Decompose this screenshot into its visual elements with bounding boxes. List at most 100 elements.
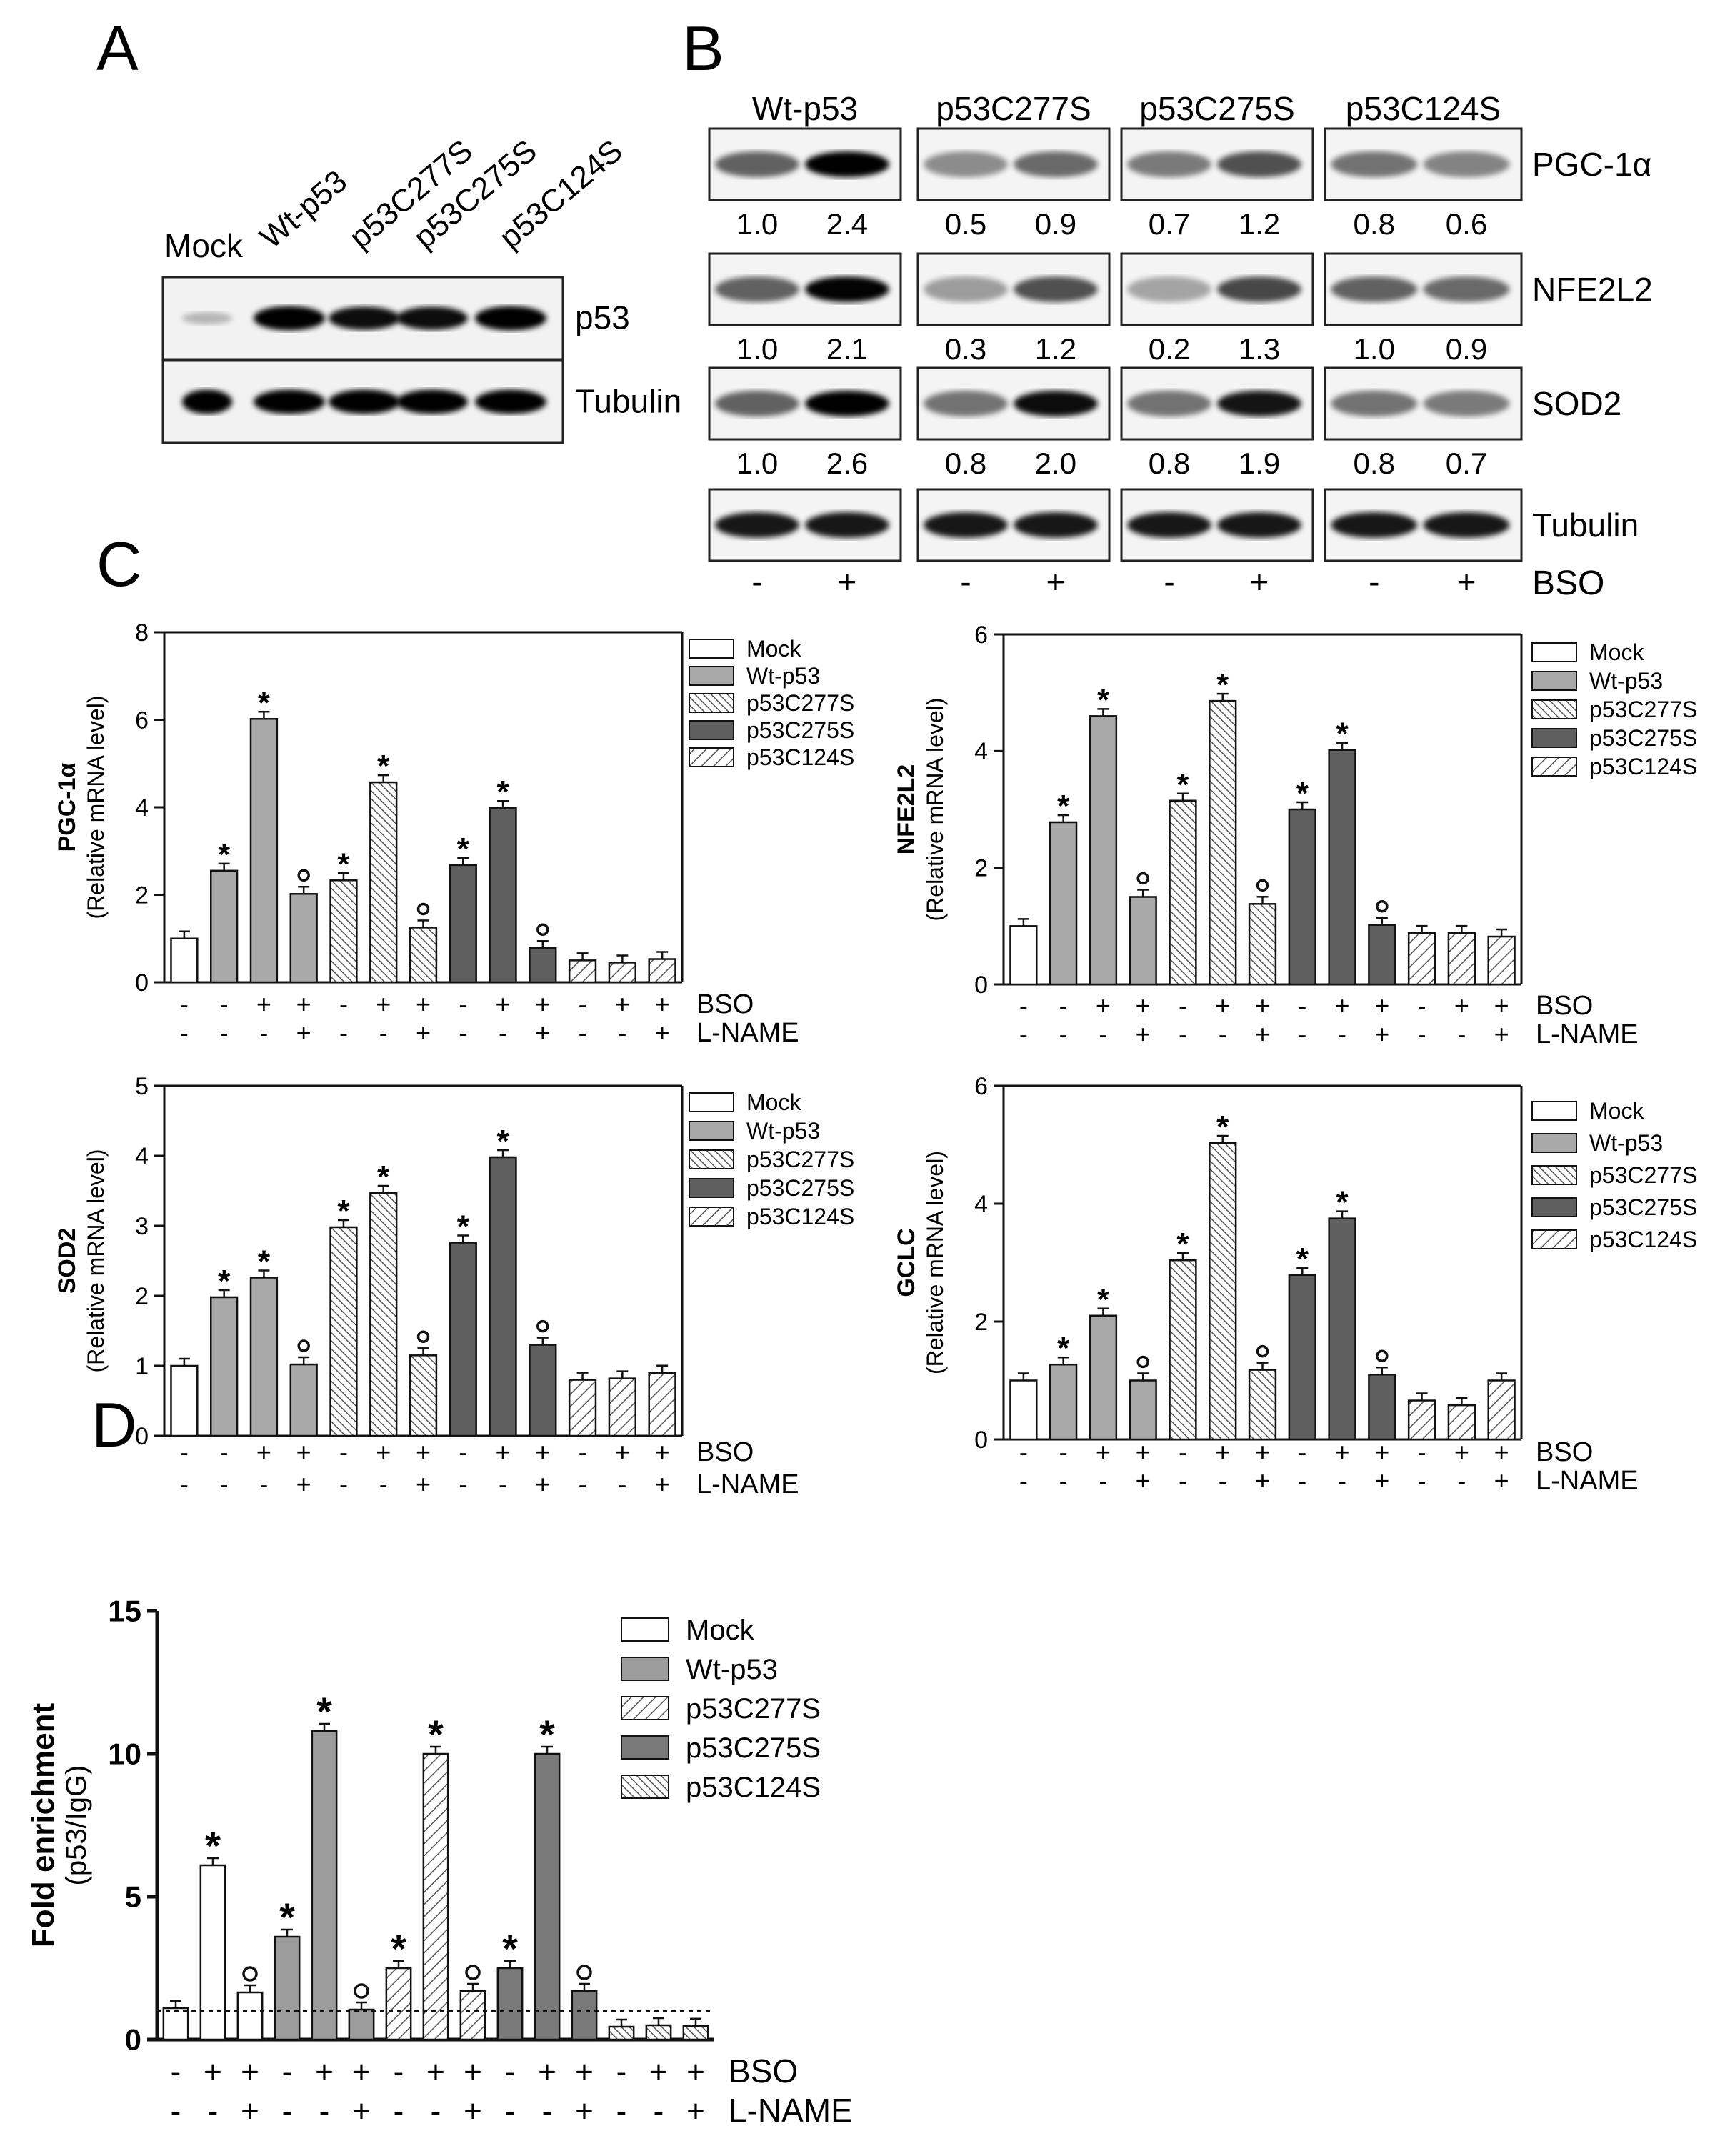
bso-sign: + <box>1046 563 1066 600</box>
lname-sign: - <box>1298 1466 1306 1495</box>
lname-sign: + <box>1136 1466 1151 1495</box>
lname-sign: - <box>1019 1019 1028 1049</box>
band-density-value: 0.6 <box>1446 207 1487 241</box>
lname-label: L-NAME <box>729 2092 853 2129</box>
panel-letter-a: A <box>96 13 139 84</box>
bso-sign: + <box>1335 991 1350 1020</box>
bso-sign: - <box>1179 1437 1187 1467</box>
significance-star: * <box>279 1895 295 1940</box>
bar <box>369 781 398 984</box>
significance-star: * <box>457 832 470 867</box>
bar <box>1447 1404 1476 1441</box>
band-density-value: 0.5 <box>945 207 986 241</box>
band <box>1127 276 1211 302</box>
panel-letter-b: B <box>682 13 724 84</box>
band-density-value: 0.8 <box>1354 207 1395 241</box>
lname-sign: - <box>220 1018 229 1047</box>
significance-star: * <box>539 1712 555 1757</box>
band <box>1423 391 1510 416</box>
lname-sign: - <box>1059 1466 1068 1495</box>
significance-circle <box>1256 879 1269 892</box>
y-axis-sublabel: (p53/IgG) <box>61 1765 92 1886</box>
bso-sign: - <box>1019 991 1028 1020</box>
blot-label: p53 <box>575 299 630 336</box>
band-density-value: 0.2 <box>1149 332 1190 366</box>
bar <box>682 2025 709 2041</box>
bar <box>311 1730 338 2041</box>
bso-sign: + <box>496 1437 511 1467</box>
lname-sign: - <box>499 1469 507 1499</box>
bar <box>1089 1314 1118 1441</box>
lname-sign: - <box>1219 1466 1227 1495</box>
lname-sign: - <box>459 1469 467 1499</box>
bar <box>1288 808 1316 986</box>
bar <box>608 962 637 984</box>
bar <box>568 1379 597 1437</box>
bso-sign: + <box>655 989 670 1019</box>
bso-sign: + <box>575 2055 594 2090</box>
lname-sign: - <box>499 1018 507 1047</box>
lname-sign: + <box>416 1469 431 1499</box>
y-axis-sublabel: (Relative mRNA level) <box>922 698 948 922</box>
y-tick-label: 5 <box>135 1073 149 1100</box>
y-axis-label: Fold enrichment <box>26 1703 61 1948</box>
significance-star: * <box>428 1712 444 1757</box>
lname-sign: - <box>579 1018 587 1047</box>
bar <box>385 1967 412 2041</box>
bar <box>1368 1374 1396 1441</box>
legend-label: Wt-p53 <box>686 1654 778 1685</box>
bar <box>289 1363 318 1437</box>
bso-sign: + <box>1096 991 1111 1020</box>
significance-star: * <box>391 1926 406 1971</box>
y-axis-label: GCLC <box>893 1228 920 1297</box>
band <box>254 389 325 414</box>
lname-sign: - <box>618 1018 626 1047</box>
lname-sign: - <box>1019 1466 1028 1495</box>
significance-circle <box>536 923 549 936</box>
band-density-value: 2.1 <box>826 332 868 366</box>
lname-sign: - <box>1457 1466 1466 1495</box>
lname-sign: + <box>1374 1019 1389 1049</box>
significance-star: * <box>1176 1227 1189 1262</box>
y-axis-sublabel: (Relative mRNA level) <box>83 1149 109 1373</box>
lname-sign: + <box>535 1469 550 1499</box>
lname-sign: - <box>1179 1019 1187 1049</box>
legend-label: p53C124S <box>746 744 854 770</box>
band <box>715 276 799 302</box>
band <box>924 276 1008 302</box>
legend-swatch <box>1531 1197 1577 1217</box>
y-axis-sublabel: (Relative mRNA level) <box>922 1151 948 1374</box>
bso-sign: - <box>616 2055 627 2090</box>
bso-sign: + <box>535 989 550 1019</box>
band <box>1014 151 1098 177</box>
bar <box>529 947 557 984</box>
bso-sign: + <box>1136 991 1151 1020</box>
bar <box>409 927 438 984</box>
bar <box>1049 1363 1078 1441</box>
bar <box>1487 1379 1516 1441</box>
legend-label: p53C275S <box>746 717 854 743</box>
lname-sign: - <box>1179 1466 1187 1495</box>
bso-sign: + <box>615 989 630 1019</box>
significance-circle <box>354 1983 369 1999</box>
band <box>1423 276 1510 302</box>
blot-label: Tubulin <box>1532 506 1639 544</box>
lname-sign: - <box>208 2094 219 2129</box>
bso-sign: + <box>1136 1437 1151 1467</box>
lname-sign: + <box>535 1018 550 1047</box>
bso-sign: + <box>535 1437 550 1467</box>
lname-sign: - <box>542 2094 553 2129</box>
blot-label: Tubulin <box>575 383 681 420</box>
band-density-value: 0.9 <box>1035 207 1076 241</box>
lname-sign: - <box>259 1469 268 1499</box>
bso-sign: + <box>838 563 857 600</box>
band <box>182 389 232 414</box>
bso-sign: + <box>416 1437 431 1467</box>
bar <box>236 1991 264 2041</box>
lname-sign: - <box>180 1018 189 1047</box>
legend-label: p53C275S <box>746 1175 854 1201</box>
bso-sign: + <box>1454 1437 1469 1467</box>
band-density-value: 1.9 <box>1239 446 1280 480</box>
